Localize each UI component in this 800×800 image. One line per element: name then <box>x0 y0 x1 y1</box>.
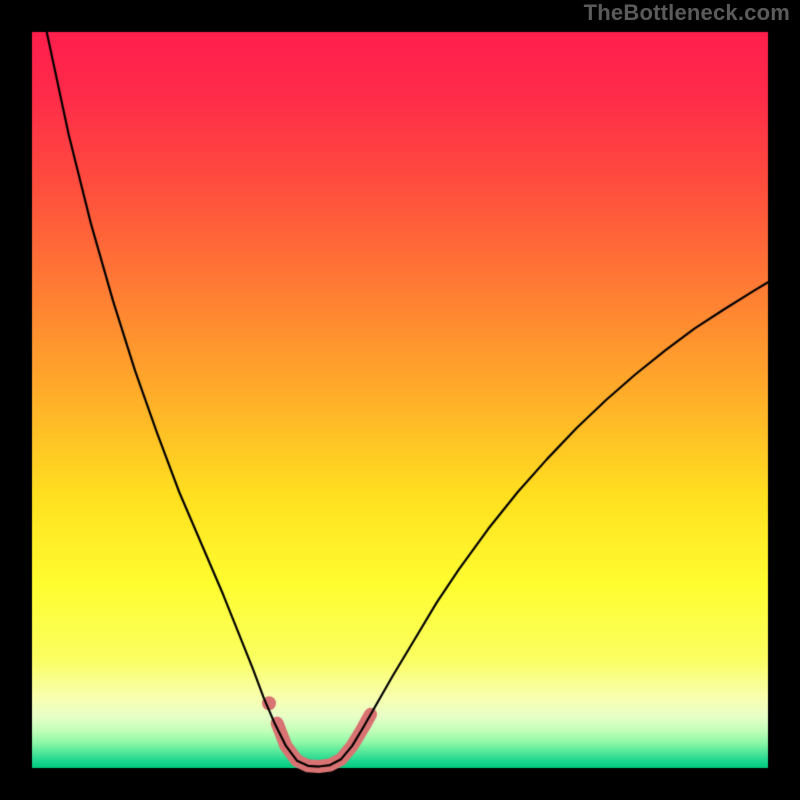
watermark-label: TheBottleneck.com <box>584 0 790 26</box>
bottleneck-curve-canvas <box>0 0 800 800</box>
stage: TheBottleneck.com <box>0 0 800 800</box>
